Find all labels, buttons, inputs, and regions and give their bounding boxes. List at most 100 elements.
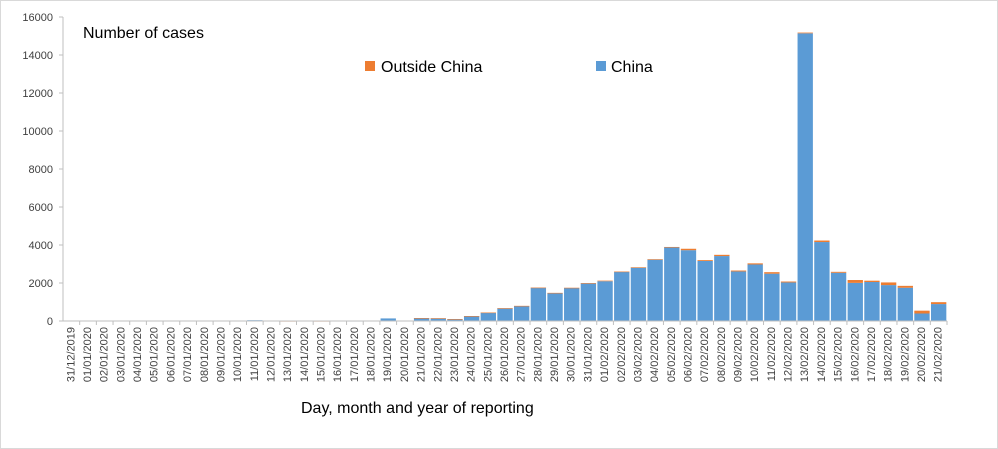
- x-tick-label: 19/02/2020: [899, 327, 911, 382]
- x-tick-label: 07/01/2020: [182, 327, 194, 382]
- bar-china: [880, 285, 897, 321]
- x-tick-label: 11/01/2020: [249, 327, 261, 381]
- x-tick-label: 20/01/2020: [399, 327, 411, 382]
- x-tick-label: 02/02/2020: [616, 327, 628, 382]
- bar-china: [413, 318, 430, 321]
- y-tick-label: 4000: [29, 240, 53, 252]
- bar-outside-china: [530, 287, 547, 289]
- x-tick-label: 01/01/2020: [82, 327, 94, 382]
- legend-swatch-outside-china: [365, 61, 375, 71]
- bar-outside-china: [547, 292, 563, 294]
- bar-china: [530, 287, 547, 321]
- x-tick-label: 01/02/2020: [599, 327, 611, 382]
- bar-outside-china: [880, 282, 897, 286]
- bar-china: [814, 242, 830, 321]
- x-tick-label: 12/01/2020: [265, 327, 277, 382]
- bar-outside-china: [764, 272, 780, 274]
- x-tick-label: 16/02/2020: [849, 327, 861, 382]
- x-tick-label: 06/01/2020: [165, 327, 177, 382]
- x-tick-label: 15/01/2020: [316, 327, 328, 382]
- bar-china: [564, 287, 580, 321]
- bar-outside-china: [714, 254, 730, 257]
- bar-outside-china: [647, 259, 663, 260]
- x-tick-label: 09/01/2020: [215, 327, 227, 382]
- legend-swatch-china: [596, 61, 606, 71]
- y-tick-label: 0: [47, 316, 53, 328]
- x-tick-label: 14/02/2020: [816, 327, 828, 382]
- bar-china: [680, 250, 697, 321]
- x-tick-label: 24/01/2020: [466, 327, 478, 382]
- x-tick-label: 03/01/2020: [115, 327, 127, 382]
- bar-china: [480, 312, 496, 321]
- bar-outside-china: [480, 312, 496, 314]
- x-tick-label: 13/01/2020: [282, 327, 294, 382]
- x-tick-label: 08/01/2020: [199, 327, 211, 382]
- y-tick-label: 12000: [22, 88, 53, 100]
- bar-china: [864, 282, 880, 321]
- bar-china: [580, 283, 597, 321]
- x-tick-label: 25/01/2020: [482, 327, 494, 382]
- bar-outside-china: [680, 248, 697, 251]
- x-tick-label: 12/02/2020: [783, 327, 795, 382]
- y-tick-label: 6000: [29, 202, 53, 214]
- x-tick-label: 26/01/2020: [499, 327, 511, 382]
- bar-china: [547, 293, 563, 321]
- x-tick-label: 19/01/2020: [382, 327, 394, 382]
- x-tick-label: 30/01/2020: [566, 327, 578, 382]
- bar-china: [514, 306, 530, 321]
- bar-china: [747, 264, 763, 321]
- bar-outside-china: [430, 318, 446, 319]
- bars-group: [63, 32, 947, 322]
- bar-china: [497, 308, 513, 321]
- bar-china: [730, 271, 747, 321]
- y-tick-label: 2000: [29, 278, 53, 290]
- bar-china: [380, 318, 396, 321]
- bar-outside-china: [747, 263, 763, 265]
- x-tick-label: 17/01/2020: [349, 327, 361, 382]
- bar-china: [764, 273, 780, 321]
- x-tick-label: 15/02/2020: [833, 327, 845, 382]
- x-tick-label: 05/02/2020: [666, 327, 678, 382]
- bar-outside-china: [730, 270, 747, 272]
- x-tick-label: 16/01/2020: [332, 327, 344, 382]
- x-tick-label: 04/01/2020: [132, 327, 144, 382]
- legend: Outside China China: [365, 59, 653, 76]
- bar-china: [647, 259, 663, 321]
- x-tick-label: 10/02/2020: [749, 327, 761, 382]
- x-tick-label: 10/01/2020: [232, 327, 244, 382]
- bar-china: [797, 33, 813, 321]
- x-tick-label: 02/01/2020: [99, 327, 111, 382]
- bar-china: [897, 287, 913, 321]
- bar-outside-china: [564, 287, 580, 289]
- bar-outside-china: [463, 316, 480, 317]
- x-tick-label: 18/01/2020: [366, 327, 378, 382]
- bar-outside-china: [814, 240, 830, 243]
- x-tick-label: 23/01/2020: [449, 327, 461, 382]
- x-tick-label: 31/12/2019: [65, 327, 77, 382]
- bar-outside-china: [847, 280, 863, 283]
- bar-china: [830, 272, 847, 321]
- bar-china: [780, 282, 797, 321]
- bar-outside-china: [830, 271, 847, 273]
- x-tick-label: 22/01/2020: [432, 327, 444, 382]
- x-tick-label: 09/02/2020: [733, 327, 745, 382]
- x-tick-label: 06/02/2020: [682, 327, 694, 382]
- bar-outside-china: [413, 318, 430, 319]
- y-axis: 0 2000 4000 6000 8000 10000 12000 14000 16000: [22, 12, 64, 328]
- y-tick-label: 16000: [22, 12, 53, 24]
- bar-china: [914, 313, 930, 321]
- bar-outside-china: [630, 267, 647, 268]
- bar-china: [614, 271, 630, 321]
- bar-outside-china: [447, 319, 463, 320]
- bar-china: [463, 316, 480, 321]
- y-axis-title: Number of cases: [83, 25, 204, 42]
- x-tick-label: 21/02/2020: [933, 327, 945, 382]
- x-tick-label: 03/02/2020: [632, 327, 644, 382]
- x-tick-label: 14/01/2020: [299, 327, 311, 382]
- x-tick-label: 05/01/2020: [149, 327, 161, 382]
- x-axis-title: Day, month and year of reporting: [301, 400, 534, 417]
- bar-china: [930, 304, 947, 321]
- x-tick-label: 11/02/2020: [766, 327, 778, 381]
